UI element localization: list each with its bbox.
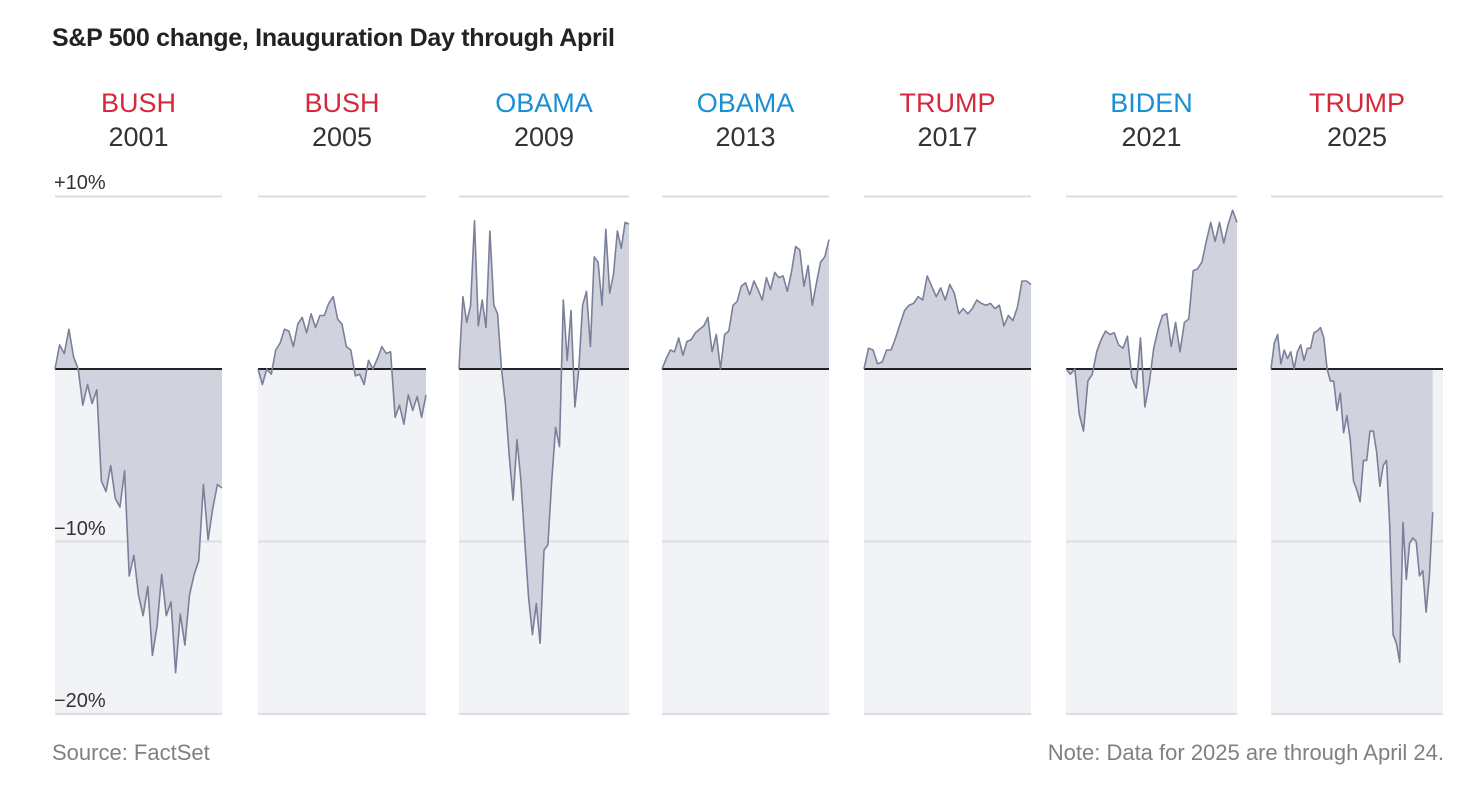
series-line-bush-2001 (54, 328, 223, 674)
series-area-obama-2009 (459, 220, 629, 644)
data-note: Note: Data for 2025 are through April 24… (1047, 740, 1444, 765)
series-line-obama-2009 (458, 219, 630, 645)
panel-header: TRUMP 2017 (848, 86, 1048, 154)
series-line-trump-2017 (863, 275, 1032, 370)
inauguration-year: 2005 (311, 122, 373, 152)
inauguration-year: 2021 (1121, 122, 1182, 152)
president-name: BUSH (100, 88, 176, 118)
series-area-trump-2025 (1271, 327, 1433, 663)
inauguration-year: 2009 (513, 122, 575, 152)
panel-header: OBAMA 2009 (444, 86, 644, 154)
series-line-trump-2025 (1270, 326, 1434, 664)
panel-header: TRUMP 2025 (1257, 86, 1457, 154)
inauguration-year: 2001 (108, 122, 169, 152)
inauguration-year: 2013 (715, 122, 776, 152)
series-line-biden-2021 (1065, 209, 1238, 432)
panel-header: BUSH 2001 (39, 86, 239, 154)
series-area-trump-2017 (864, 275, 1031, 369)
series-line-bush-2005 (257, 295, 427, 425)
series-line-obama-2013 (661, 239, 830, 370)
inauguration-year: 2025 (1326, 122, 1388, 152)
series-area-biden-2021 (1066, 210, 1237, 432)
source-note: Source: FactSet (52, 740, 210, 765)
panel-header: OBAMA 2013 (646, 86, 846, 154)
series-area-obama-2013 (662, 239, 829, 369)
president-name: OBAMA (696, 88, 795, 118)
panel-header: BIDEN 2021 (1052, 86, 1252, 154)
chart-title: S&P 500 change, Inauguration Day through… (52, 24, 615, 52)
president-name: TRUMP (899, 88, 996, 118)
series-area-bush-2001 (55, 329, 222, 673)
president-name: BIDEN (1110, 88, 1193, 118)
ytick-label-minus10: −10% (54, 518, 106, 540)
ytick-label-minus20: −20% (54, 690, 106, 712)
inauguration-year: 2017 (917, 122, 978, 152)
president-name: OBAMA (495, 88, 593, 118)
series-area-bush-2005 (258, 296, 426, 425)
president-name: BUSH (304, 88, 380, 118)
president-name: TRUMP (1309, 88, 1405, 118)
panel-header: BUSH 2005 (242, 86, 442, 154)
ytick-label-plus10: +10% (54, 172, 106, 194)
